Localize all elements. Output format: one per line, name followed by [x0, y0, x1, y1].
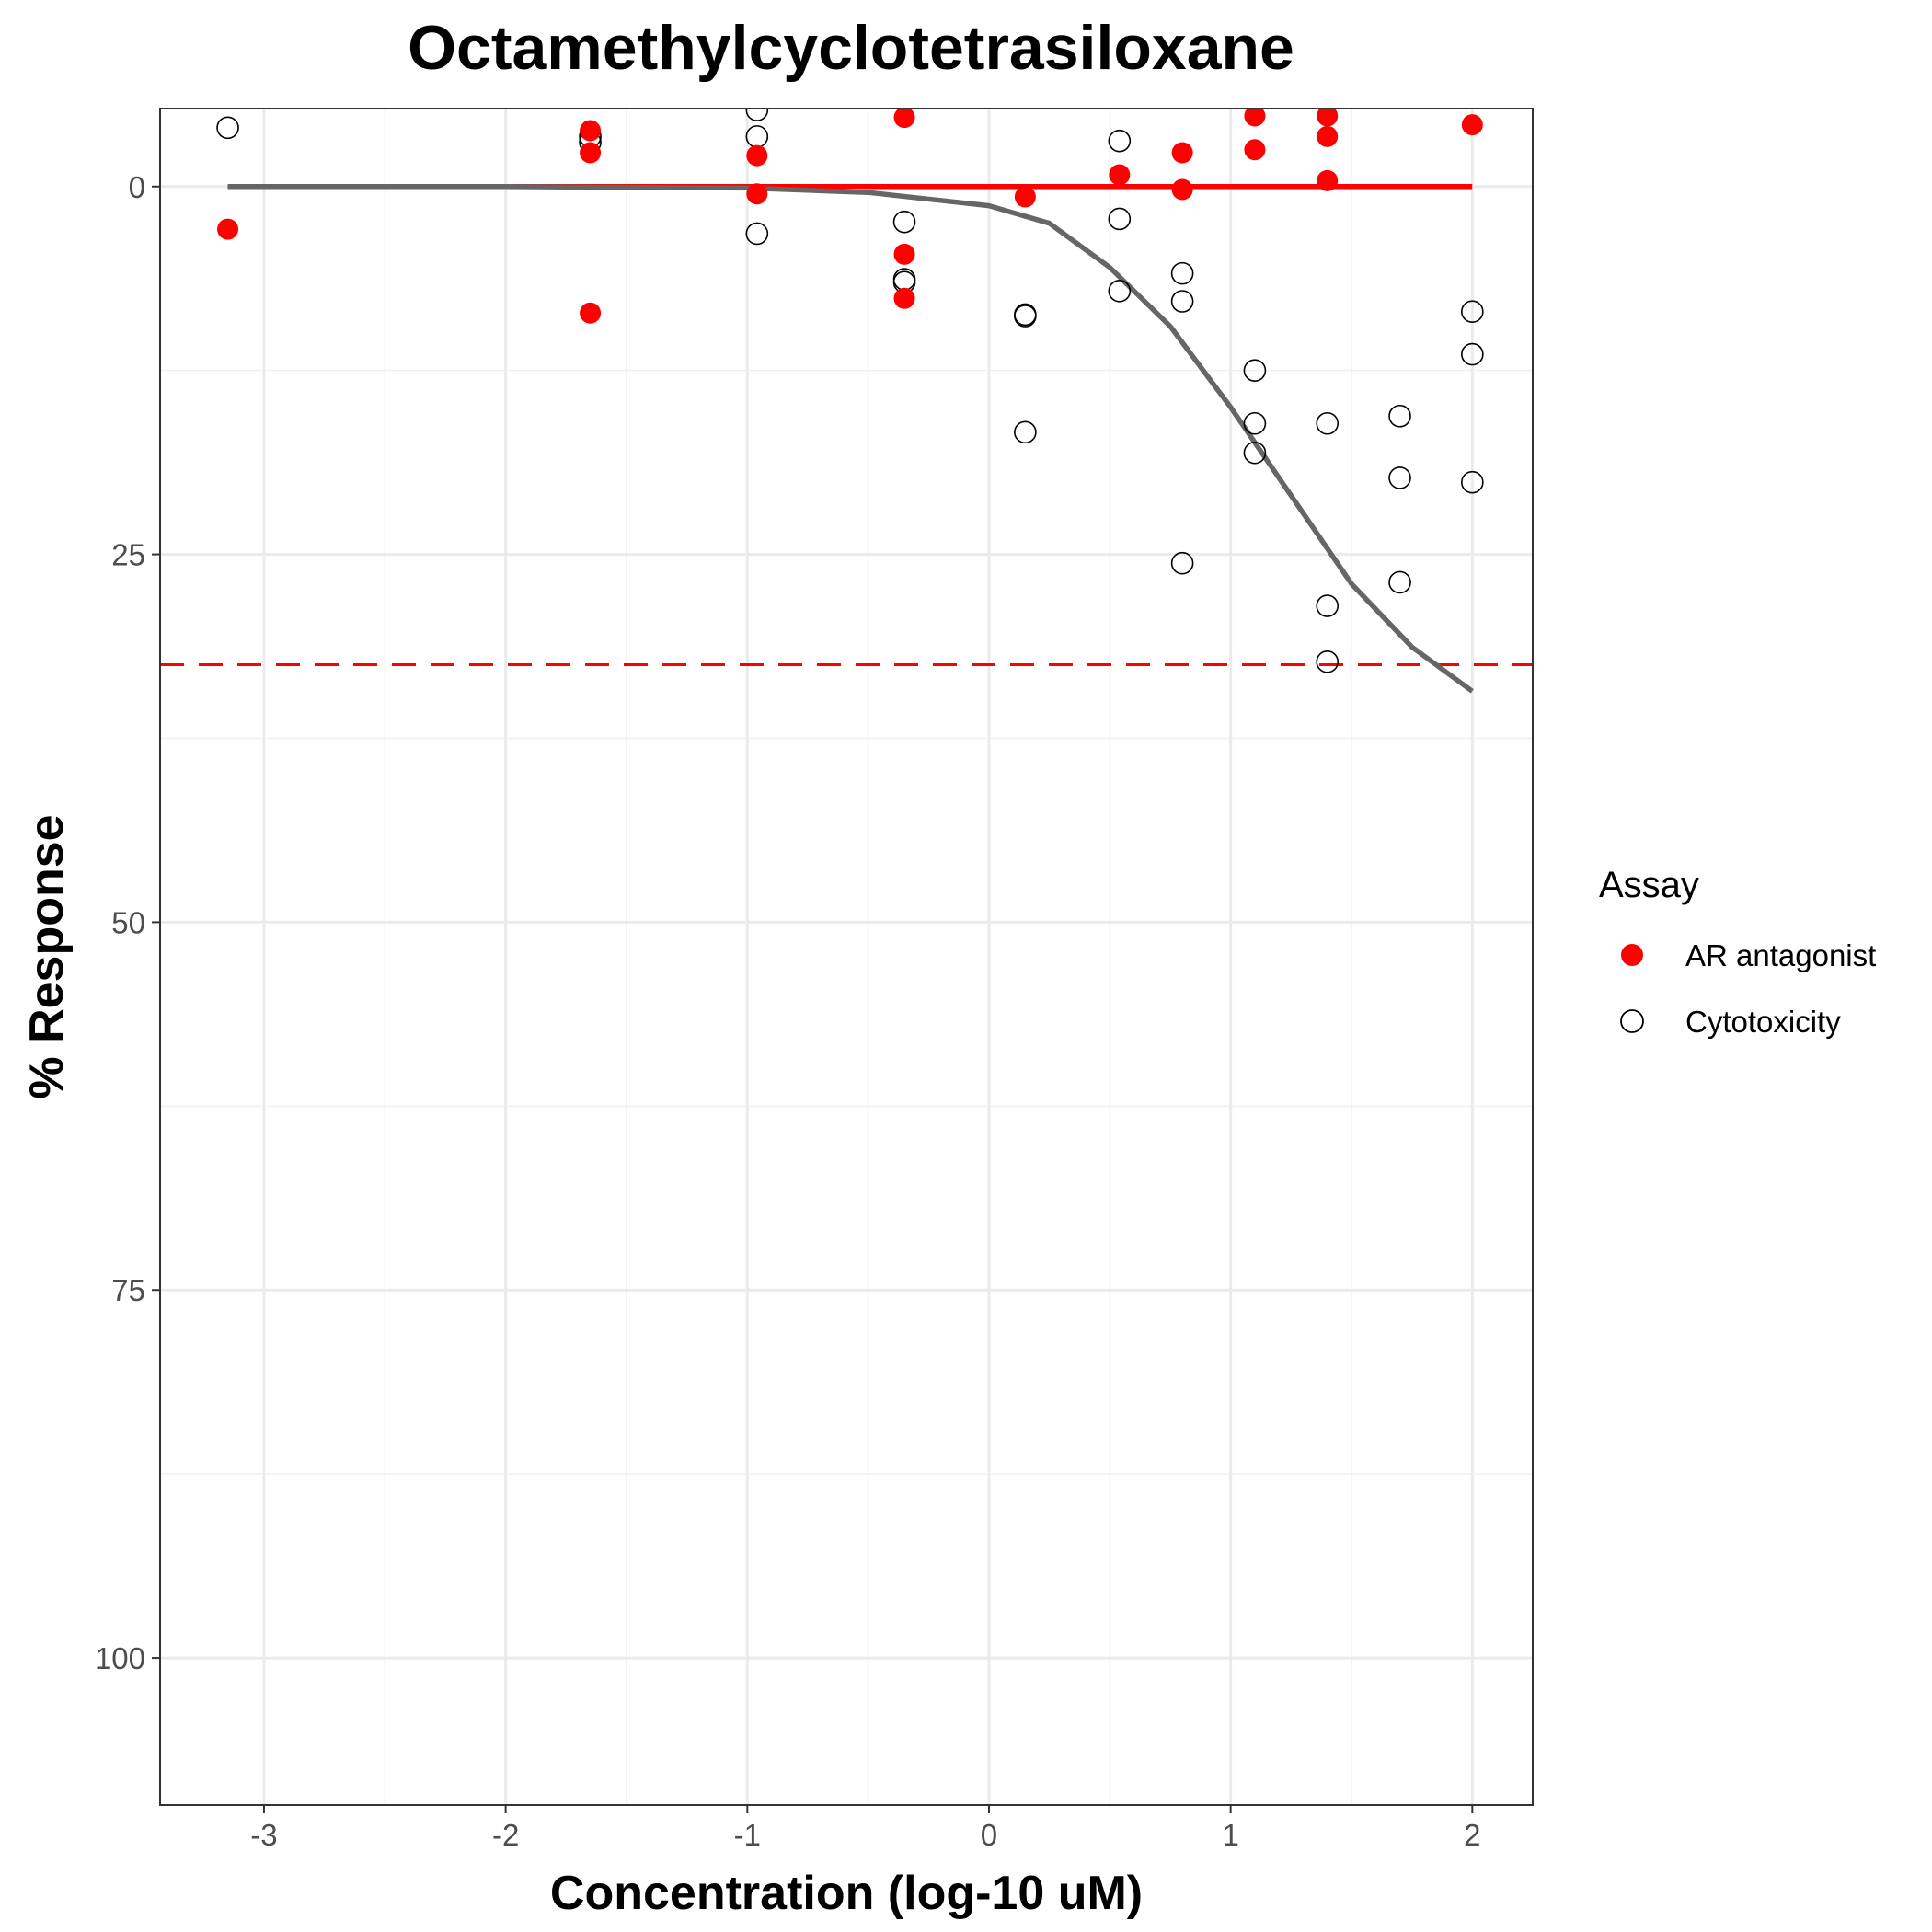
point-ar-antagonist — [1461, 114, 1483, 136]
x-tick-label: 2 — [1464, 1818, 1480, 1852]
fit-curves — [227, 184, 1474, 694]
point-ar-antagonist — [1171, 142, 1193, 164]
legend-title: Assay — [1599, 865, 1699, 905]
point-cytotoxicity — [1014, 420, 1037, 444]
point-ar-antagonist — [1317, 169, 1339, 191]
point-ar-antagonist — [1171, 178, 1193, 201]
point-cytotoxicity — [1243, 411, 1267, 435]
point-ar-antagonist — [893, 109, 915, 129]
point-ar-antagonist — [1014, 186, 1036, 208]
point-ar-antagonist — [893, 243, 915, 265]
point-cytotoxicity — [1170, 551, 1194, 575]
point-cytotoxicity — [1108, 207, 1132, 231]
legend: Assay AR antagonist Cytotoxicity — [1599, 865, 1876, 1039]
axis-ticks: -3 -2 -1 0 1 2 0 25 50 75 100 — [95, 170, 1481, 1852]
point-ar-antagonist — [893, 287, 915, 309]
point-ar-antagonist — [746, 144, 768, 167]
legend-label-cytotoxicity: Cytotoxicity — [1685, 1005, 1841, 1039]
point-cytotoxicity — [1014, 305, 1037, 328]
fit-curve-cytotoxicity — [227, 184, 1474, 694]
x-axis-title: Concentration (log-10 uM) — [550, 1867, 1143, 1920]
point-cytotoxicity — [745, 109, 769, 121]
point-cytotoxicity — [1108, 280, 1132, 303]
grid-major — [160, 109, 1533, 1805]
point-cytotoxicity — [1461, 470, 1484, 494]
y-tick-label: 100 — [95, 1641, 145, 1675]
x-tick-label: -2 — [492, 1818, 519, 1852]
x-tick-label: 0 — [981, 1818, 997, 1852]
x-tick-label: -3 — [250, 1818, 277, 1852]
legend-key-ar-antagonist — [1621, 944, 1643, 966]
point-cytotoxicity — [745, 125, 769, 148]
y-tick-label: 75 — [111, 1273, 145, 1307]
point-cytotoxicity — [1461, 300, 1484, 324]
point-cytotoxicity — [1316, 650, 1340, 673]
point-ar-antagonist — [1244, 109, 1266, 127]
point-cytotoxicity — [1461, 342, 1484, 366]
x-tick-label: -1 — [734, 1818, 761, 1852]
legend-label-ar-antagonist: AR antagonist — [1685, 938, 1876, 972]
point-ar-antagonist — [1109, 164, 1131, 186]
y-tick-label: 25 — [111, 538, 145, 572]
grid-minor — [160, 109, 1533, 1805]
point-cytotoxicity — [1108, 129, 1132, 153]
point-cytotoxicity — [1170, 290, 1194, 313]
y-tick-label: 0 — [129, 170, 145, 204]
point-cytotoxicity — [216, 116, 239, 140]
point-ar-antagonist — [217, 218, 239, 240]
y-axis-title: % Response — [20, 814, 74, 1098]
point-ar-antagonist — [580, 142, 602, 164]
point-cytotoxicity — [1316, 594, 1340, 617]
point-cytotoxicity — [1243, 359, 1267, 382]
point-ar-antagonist — [1317, 109, 1339, 127]
point-ar-antagonist — [746, 183, 768, 205]
point-cytotoxicity — [1388, 404, 1411, 428]
point-ar-antagonist — [580, 302, 602, 324]
point-ar-antagonist — [1317, 125, 1339, 147]
chart-title: Octamethylcyclotetrasiloxane — [408, 13, 1294, 83]
point-cytotoxicity — [1014, 303, 1037, 327]
point-cytotoxicity — [1243, 441, 1267, 465]
point-cytotoxicity — [1388, 570, 1411, 594]
point-cytotoxicity — [1316, 411, 1340, 435]
data-points — [216, 109, 1484, 673]
y-tick-label: 50 — [111, 905, 145, 939]
legend-key-cytotoxicity — [1620, 1009, 1644, 1033]
point-ar-antagonist — [1244, 139, 1266, 161]
point-cytotoxicity — [1170, 261, 1194, 285]
point-ar-antagonist — [580, 120, 602, 142]
point-cytotoxicity — [745, 222, 769, 246]
panel-border — [159, 108, 1534, 1806]
x-tick-label: 1 — [1222, 1818, 1238, 1852]
point-cytotoxicity — [1388, 466, 1411, 489]
point-cytotoxicity — [892, 210, 916, 234]
